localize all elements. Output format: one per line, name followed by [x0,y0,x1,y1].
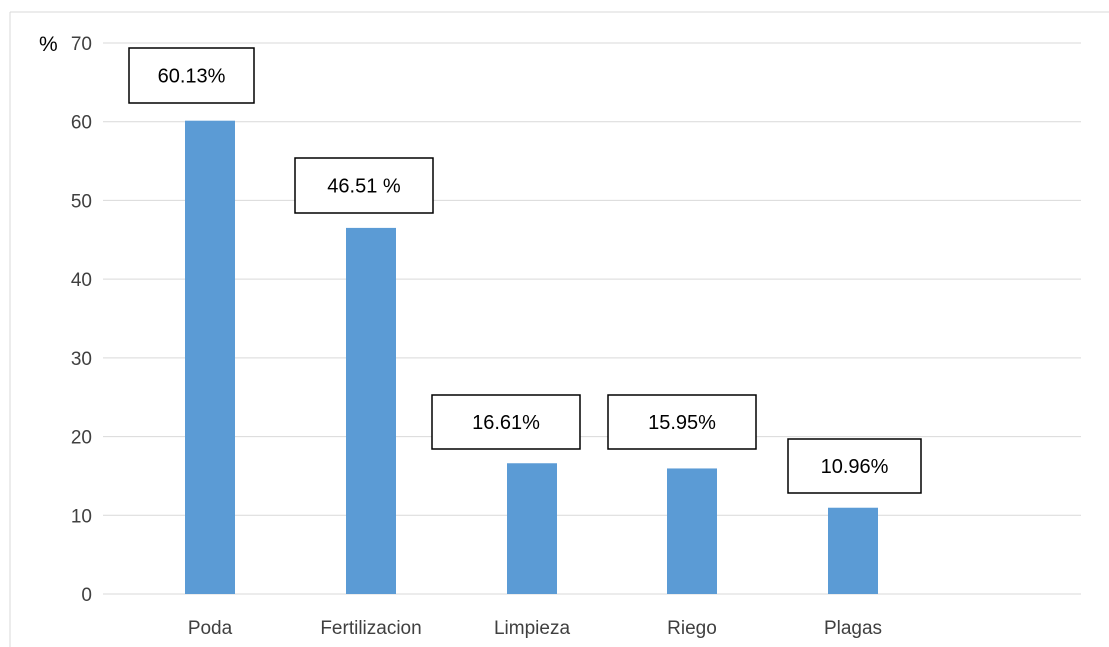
data-label-value: 15.95% [648,412,716,434]
data-label-box [128,47,255,104]
y-tick-label: 60 [71,113,92,134]
x-category-label: Poda [188,618,233,639]
y-tick-label: 40 [71,270,92,291]
bar-riego [667,468,717,594]
y-tick-label: 70 [71,34,92,55]
y-tick-label: 50 [71,191,92,212]
x-category-label: Limpieza [494,618,570,639]
gridlines [103,42,1081,516]
x-category-label: Riego [667,618,717,639]
bar-limpieza [507,463,557,594]
data-label-box [607,394,757,450]
data-label-value: 46.51 % [327,176,401,198]
bars [185,120,878,595]
y-tick-label: 0 [81,585,92,606]
x-axis-category-labels: Poda Fertilizacion Limpieza Riego Plagas [188,618,882,639]
data-label-limpieza: 16.61% [431,394,581,450]
y-tick-label: 20 [71,428,92,449]
data-label-value: 10.96% [821,456,889,478]
data-label-box [431,394,581,450]
y-axis-tick-labels: 0 10 20 30 40 50 60 70 [71,34,92,606]
data-label-box [787,438,922,494]
data-label-value: 60.13% [158,66,226,88]
bar-plagas [828,507,878,594]
data-label-riego: 15.95% [607,394,757,450]
x-category-label: Plagas [824,618,882,639]
data-label-box [294,157,434,214]
y-axis-unit-label: % [39,33,58,56]
data-label-plagas: 10.96% [787,438,922,494]
y-tick-label: 10 [71,506,92,527]
y-tick-label: 30 [71,349,92,370]
data-labels: 60.13% 46.51 % 16.61% 15.95% 10.96% [128,47,922,494]
data-label-fertilizacion: 46.51 % [294,157,434,214]
bar-fertilizacion [346,227,396,595]
data-label-value: 16.61% [472,412,540,434]
bar-poda [185,120,235,594]
x-category-label: Fertilizacion [320,618,421,639]
data-label-poda: 60.13% [128,47,255,104]
